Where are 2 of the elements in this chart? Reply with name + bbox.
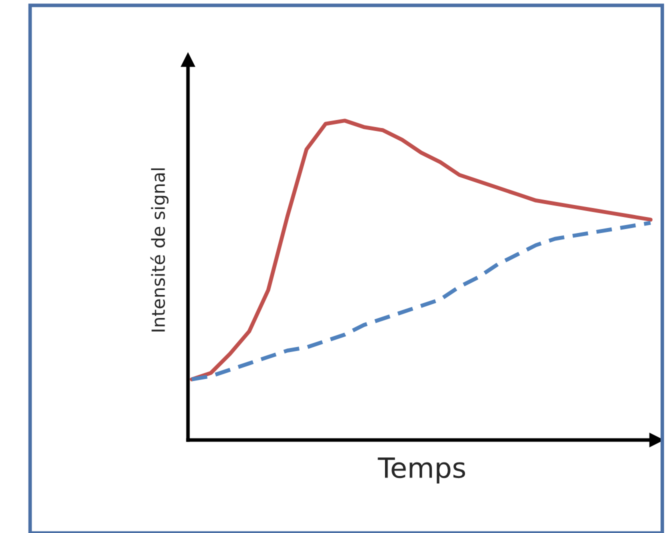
x-axis-title: Temps xyxy=(378,458,466,484)
y-axis-title: Intensité de signal xyxy=(150,168,169,332)
